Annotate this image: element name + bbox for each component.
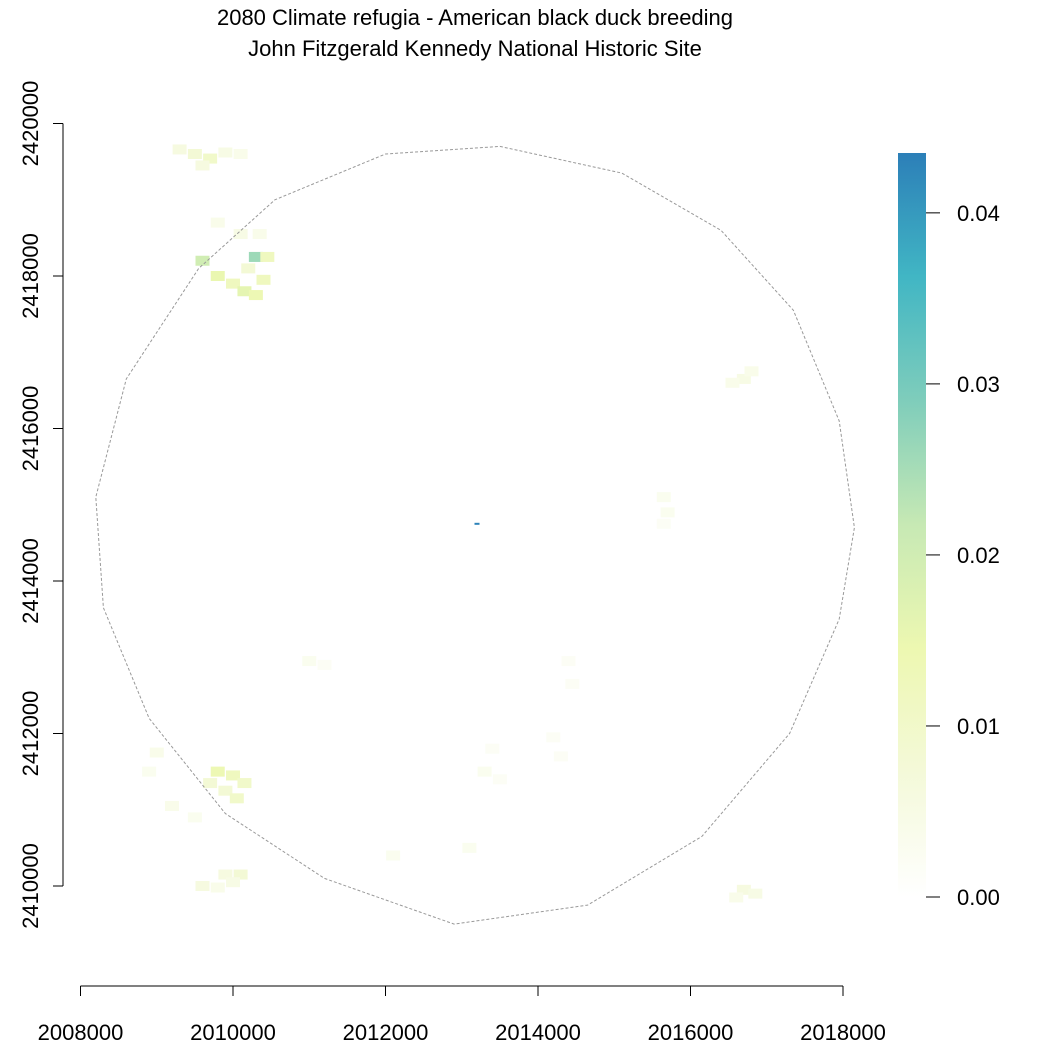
raster-cell: [656, 492, 671, 503]
colorbar-tick-label: 0.03: [957, 372, 1000, 397]
colorbar-legend: 0.00 0.01 0.02 0.03 0.04: [898, 153, 1000, 910]
raster-cell: [195, 255, 210, 266]
raster-cell: [492, 774, 507, 785]
raster-cell: [553, 751, 568, 762]
raster-cell: [210, 882, 225, 893]
raster-layer: [142, 144, 763, 903]
raster-cell: [485, 743, 500, 754]
raster-cell: [248, 251, 263, 262]
raster-cell: [546, 732, 561, 743]
x-tick-label: 2014000: [495, 1020, 581, 1045]
raster-cell: [252, 229, 267, 240]
raster-cell: [561, 656, 576, 667]
y-tick-label: 2414000: [18, 538, 43, 624]
raster-cell: [748, 888, 763, 899]
raster-cell: [210, 766, 225, 777]
colorbar-tick-label: 0.01: [957, 714, 1000, 739]
colorbar: [898, 153, 926, 897]
axes-layer: 2008000 2010000 2012000 2014000 2016000 20180…: [18, 81, 886, 1045]
raster-cell: [226, 278, 240, 289]
raster-cell: [218, 785, 233, 796]
raster-cell: [203, 778, 218, 789]
raster-cell: [195, 160, 210, 171]
colorbar-tick-label: 0.04: [957, 201, 1000, 226]
raster-cell: [149, 747, 164, 758]
chart-subtitle: John Fitzgerald Kennedy National Histori…: [248, 36, 702, 61]
x-tick-label: 2018000: [800, 1020, 886, 1045]
raster-cell: [237, 286, 252, 297]
raster-cell: [237, 778, 252, 789]
raster-cell: [241, 263, 256, 274]
raster-cell: [218, 147, 233, 158]
raster-cell: [725, 377, 740, 388]
x-tick-label: 2016000: [648, 1020, 734, 1045]
raster-cell: [744, 366, 759, 377]
raster-cell: [233, 869, 248, 880]
raster-cell: [229, 793, 244, 804]
raster-cell: [210, 217, 225, 228]
raster-cell: [729, 892, 744, 903]
y-tick-label: 2418000: [18, 233, 43, 319]
colorbar-tick-label: 0.00: [957, 885, 1000, 910]
y-tick-label: 2410000: [18, 843, 43, 929]
raster-cell: [203, 153, 218, 164]
raster-cell: [142, 766, 157, 777]
raster-cell: [260, 251, 275, 262]
y-tick-label: 2416000: [18, 386, 43, 472]
y-tick-label: 2420000: [18, 81, 43, 167]
raster-cell: [386, 850, 401, 861]
raster-cell: [474, 522, 480, 525]
raster-cell: [462, 842, 477, 853]
x-tick-label: 2012000: [343, 1020, 429, 1045]
raster-cell: [256, 274, 271, 285]
raster-cell: [317, 659, 332, 670]
y-tick-label: 2412000: [18, 691, 43, 777]
raster-cell: [565, 678, 580, 689]
raster-cell: [210, 271, 225, 281]
raster-cell: [187, 149, 202, 159]
raster-cell: [656, 518, 671, 529]
x-tick-label: 2008000: [38, 1020, 124, 1045]
raster-cell: [248, 290, 263, 301]
raster-cell: [226, 770, 240, 781]
raster-cell: [195, 881, 210, 891]
raster-cell: [233, 229, 248, 240]
x-tick-label: 2010000: [190, 1020, 276, 1045]
park-boundary: [95, 145, 855, 925]
raster-cell: [165, 800, 179, 811]
chart-title: 2080 Climate refugia - American black du…: [216, 5, 734, 30]
raster-cell: [172, 144, 187, 155]
raster-cell: [736, 884, 751, 895]
raster-cell: [226, 877, 240, 888]
colorbar-tick-label: 0.02: [957, 543, 1000, 568]
raster-cell: [660, 507, 675, 518]
raster-cell: [736, 373, 751, 384]
raster-cell: [233, 149, 248, 159]
raster-cell: [302, 656, 317, 667]
raster-cell: [187, 812, 202, 823]
raster-cell: [477, 766, 492, 777]
raster-cell: [218, 869, 233, 880]
